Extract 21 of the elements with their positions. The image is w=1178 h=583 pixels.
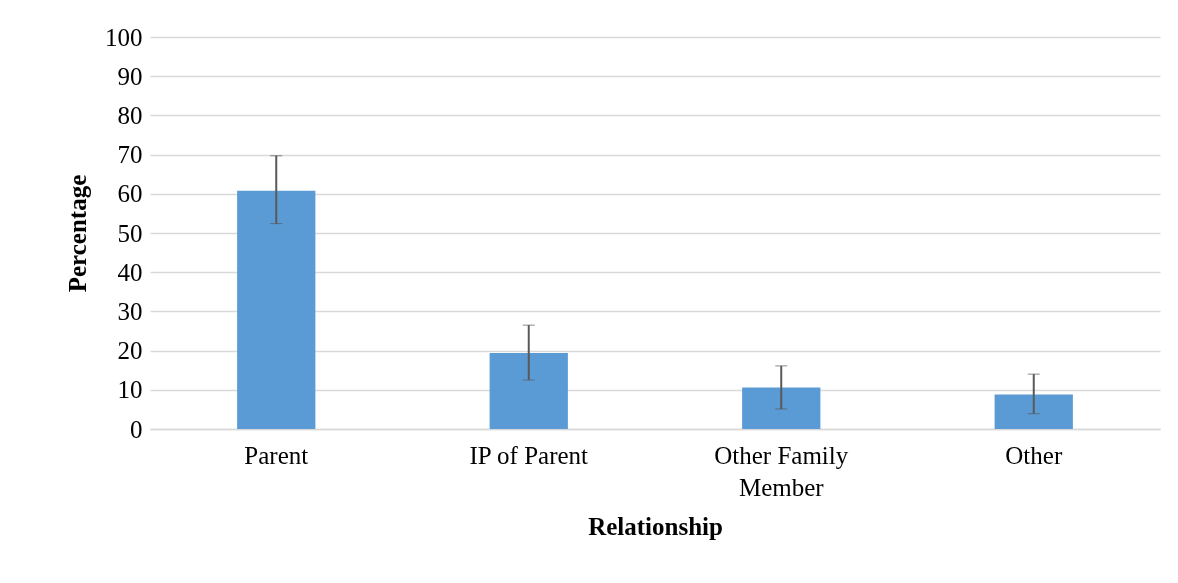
y-tick-label: 0 xyxy=(130,415,143,443)
y-tick-label: 100 xyxy=(105,23,143,51)
y-tick-label: 80 xyxy=(117,101,143,129)
y-tick-label: 70 xyxy=(117,141,143,169)
y-tick-label: 40 xyxy=(117,258,143,286)
bar xyxy=(994,394,1073,429)
y-tick-label: 50 xyxy=(117,219,143,247)
y-tick-label: 30 xyxy=(117,297,143,325)
x-tick-label: Other xyxy=(1005,441,1063,469)
x-tick-label: IP of Parent xyxy=(469,441,589,469)
y-tick-label: 10 xyxy=(117,376,143,404)
bar xyxy=(742,387,821,429)
y-tick-label: 90 xyxy=(117,62,143,90)
bar xyxy=(489,352,568,429)
x-axis-title: Relationship xyxy=(588,512,723,540)
x-tick-label: Other Family Member xyxy=(714,441,849,501)
bar xyxy=(237,190,316,429)
y-axis-title: Percentage xyxy=(64,174,91,293)
y-tick-label: 20 xyxy=(117,337,143,365)
x-tick-label: Parent xyxy=(244,441,309,469)
y-tick-label: 60 xyxy=(117,180,143,208)
